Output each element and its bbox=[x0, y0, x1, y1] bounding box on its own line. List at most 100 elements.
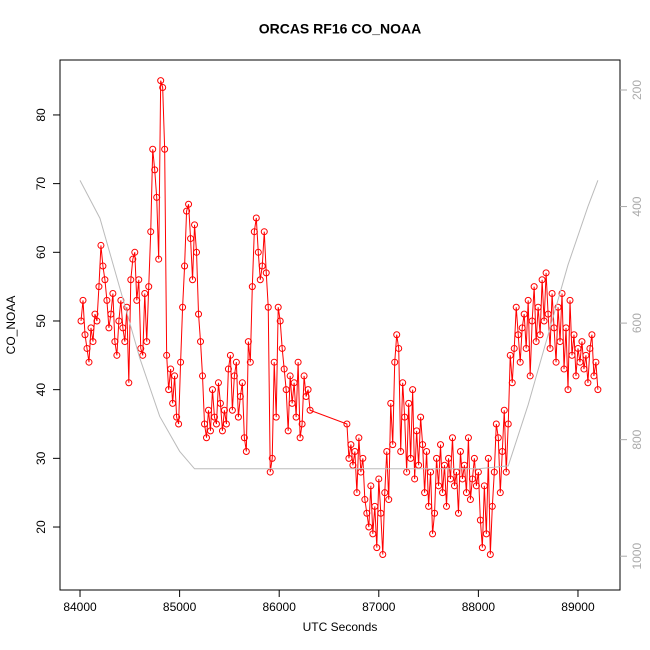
data-point bbox=[552, 358, 560, 366]
data-point bbox=[246, 358, 254, 366]
data-point bbox=[393, 331, 401, 339]
data-point bbox=[208, 386, 216, 394]
data-point bbox=[355, 434, 363, 442]
data-point bbox=[578, 338, 586, 346]
data-point bbox=[443, 502, 451, 510]
data-point bbox=[97, 241, 105, 249]
data-point bbox=[105, 324, 113, 332]
data-point bbox=[268, 454, 276, 462]
data-point bbox=[137, 344, 145, 352]
data-point bbox=[572, 372, 580, 380]
data-point bbox=[488, 502, 496, 510]
data-point bbox=[450, 482, 458, 490]
y2-tick-label: 1000 bbox=[630, 543, 644, 570]
data-point bbox=[482, 530, 490, 538]
data-point bbox=[433, 454, 441, 462]
data-point bbox=[435, 482, 443, 490]
data-point bbox=[270, 358, 278, 366]
data-point bbox=[480, 482, 488, 490]
data-point bbox=[284, 427, 292, 435]
x-tick-label: 88000 bbox=[462, 600, 496, 614]
data-point bbox=[135, 276, 143, 284]
data-point bbox=[345, 454, 353, 462]
data-point bbox=[274, 303, 282, 311]
data-point bbox=[560, 365, 568, 373]
data-point bbox=[548, 290, 556, 298]
data-point bbox=[181, 262, 189, 270]
data-point bbox=[230, 372, 238, 380]
data-point bbox=[191, 221, 199, 229]
data-point bbox=[101, 276, 109, 284]
data-point bbox=[99, 262, 107, 270]
data-point bbox=[173, 413, 181, 421]
data-point bbox=[131, 248, 139, 256]
x-tick-label: 85000 bbox=[163, 600, 197, 614]
data-point bbox=[107, 310, 115, 318]
data-point bbox=[91, 310, 99, 318]
data-point bbox=[584, 379, 592, 387]
y-axis-label: CO_NOAA bbox=[4, 296, 18, 355]
data-point bbox=[516, 358, 524, 366]
y2-tick-label: 600 bbox=[630, 313, 644, 333]
data-point bbox=[234, 413, 242, 421]
data-point bbox=[87, 324, 95, 332]
data-point bbox=[409, 386, 417, 394]
data-point bbox=[502, 468, 510, 476]
data-point bbox=[506, 351, 514, 359]
data-point bbox=[89, 338, 97, 346]
x-axis-label: UTC Seconds bbox=[303, 620, 378, 634]
data-point bbox=[576, 358, 584, 366]
data-point bbox=[95, 283, 103, 291]
data-point bbox=[193, 248, 201, 256]
data-point bbox=[220, 406, 228, 414]
data-point bbox=[153, 193, 161, 201]
data-point bbox=[439, 489, 447, 497]
data-point bbox=[252, 214, 260, 222]
data-point bbox=[244, 338, 252, 346]
data-point bbox=[415, 461, 423, 469]
data-point bbox=[476, 516, 484, 524]
y-tick-label: 70 bbox=[34, 177, 48, 191]
data-point bbox=[349, 461, 357, 469]
data-point bbox=[296, 434, 304, 442]
data-point bbox=[570, 331, 578, 339]
data-point bbox=[445, 454, 453, 462]
y-tick-label: 80 bbox=[34, 108, 48, 122]
data-point bbox=[472, 482, 480, 490]
data-point bbox=[544, 310, 552, 318]
data-point bbox=[546, 344, 554, 352]
data-point bbox=[361, 496, 369, 504]
data-point bbox=[240, 434, 248, 442]
data-point bbox=[381, 489, 389, 497]
data-point bbox=[391, 358, 399, 366]
data-point bbox=[155, 255, 163, 263]
data-point bbox=[79, 296, 87, 304]
data-point bbox=[151, 166, 159, 174]
data-point bbox=[115, 317, 123, 325]
data-point bbox=[512, 303, 520, 311]
data-point bbox=[282, 386, 290, 394]
data-point bbox=[242, 447, 250, 455]
data-point bbox=[510, 344, 518, 352]
data-point bbox=[254, 248, 262, 256]
data-point bbox=[157, 77, 165, 85]
data-point bbox=[201, 420, 209, 428]
data-point bbox=[189, 276, 197, 284]
data-point bbox=[302, 393, 310, 401]
data-point bbox=[500, 406, 508, 414]
data-point bbox=[421, 489, 429, 497]
data-point bbox=[458, 475, 466, 483]
data-point bbox=[470, 454, 478, 462]
data-point bbox=[520, 310, 528, 318]
data-point bbox=[528, 317, 536, 325]
data-point bbox=[165, 386, 173, 394]
data-point bbox=[351, 447, 359, 455]
data-point bbox=[288, 399, 296, 407]
data-point bbox=[232, 358, 240, 366]
data-point bbox=[411, 475, 419, 483]
data-point bbox=[389, 441, 397, 449]
data-point bbox=[236, 393, 244, 401]
data-point bbox=[304, 386, 312, 394]
data-point bbox=[454, 509, 462, 517]
